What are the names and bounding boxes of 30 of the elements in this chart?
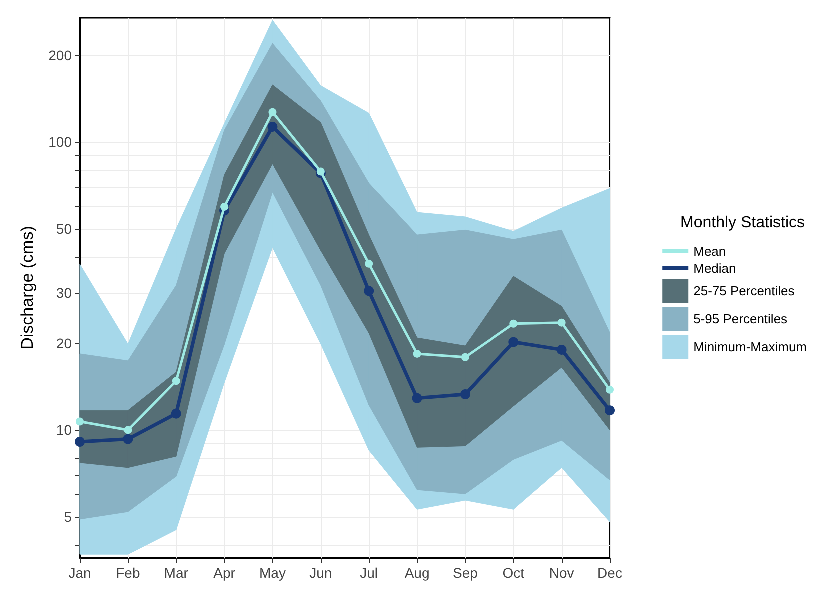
x-tick-label: Dec (598, 565, 622, 581)
x-tick-label: Apr (214, 565, 236, 581)
y-tick-label: 200 (48, 48, 72, 64)
point (76, 418, 84, 426)
legend-label: Median (694, 261, 736, 276)
x-tick-label: Jun (310, 565, 332, 581)
x-tick-label: Sep (452, 565, 478, 581)
x-tick-label: Jan (68, 565, 92, 581)
y-tick-label: 100 (48, 134, 72, 150)
x-tick-label: Nov (549, 565, 574, 581)
x-tick-label: Feb (116, 565, 140, 581)
legend-label: Minimum-Maximum (694, 340, 807, 354)
y-tick-label: 5 (64, 508, 72, 525)
x-tick-label: Oct (502, 565, 525, 581)
point (365, 260, 374, 268)
y-tick-label: 10 (56, 422, 72, 438)
y-tick-label: 20 (56, 336, 72, 352)
point (75, 437, 85, 448)
y-tick-label: 50 (56, 220, 72, 237)
legend-label: 5-95 Percentiles (694, 312, 788, 326)
legend-title: Monthly Statistics (680, 214, 805, 232)
x-tick-label: Aug (404, 565, 430, 581)
legend-label: 25-75 Percentiles (694, 284, 796, 298)
y-axis-title: Discharge (cms) (18, 226, 37, 350)
x-tick-label: Jul (360, 565, 378, 581)
x-tick-label: Mar (164, 565, 189, 581)
legend-label: Mean (694, 244, 726, 259)
y-tick-label: 30 (56, 284, 72, 301)
point (364, 286, 374, 296)
x-tick-label: May (260, 565, 286, 581)
